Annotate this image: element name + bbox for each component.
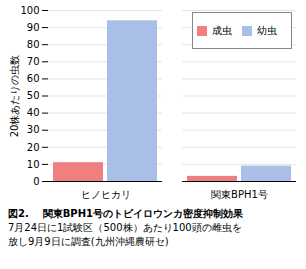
html-text:放し9月9日に調査(九州沖縄農研セ): 放し9月9日に調査(九州沖縄農研セ) — [8, 236, 169, 247]
svg-text:60: 60 — [27, 73, 40, 84]
svg-text:30: 30 — [27, 124, 40, 135]
svg-text:90: 90 — [27, 22, 40, 33]
html-text:7月24日に1試験区（500株）あたり100頭の雌虫を: 7月24日に1試験区（500株）あたり100頭の雌虫を — [8, 222, 242, 233]
html-text:成虫: 成虫 — [212, 24, 232, 36]
svg-text:20株あたりの虫数: 20株あたりの虫数 — [9, 55, 20, 138]
svg-text:ヒノヒカリ: ヒノヒカリ — [81, 189, 131, 200]
svg-text:0: 0 — [33, 176, 39, 187]
svg-text:20: 20 — [27, 142, 40, 153]
html-text:図2. 関東BPH1号のトビイロウンカ密度抑制効果: 図2. 関東BPH1号のトビイロウンカ密度抑制効果 — [8, 208, 243, 219]
svg-text:40: 40 — [27, 107, 40, 118]
html-text:幼虫: 幼虫 — [257, 24, 277, 36]
svg-text:関東BPH1号: 関東BPH1号 — [211, 189, 268, 200]
svg-text:80: 80 — [27, 39, 40, 50]
svg-text:50: 50 — [27, 90, 40, 101]
svg-text:70: 70 — [27, 56, 40, 67]
svg-text:10: 10 — [27, 159, 40, 170]
svg-text:100: 100 — [20, 5, 39, 16]
